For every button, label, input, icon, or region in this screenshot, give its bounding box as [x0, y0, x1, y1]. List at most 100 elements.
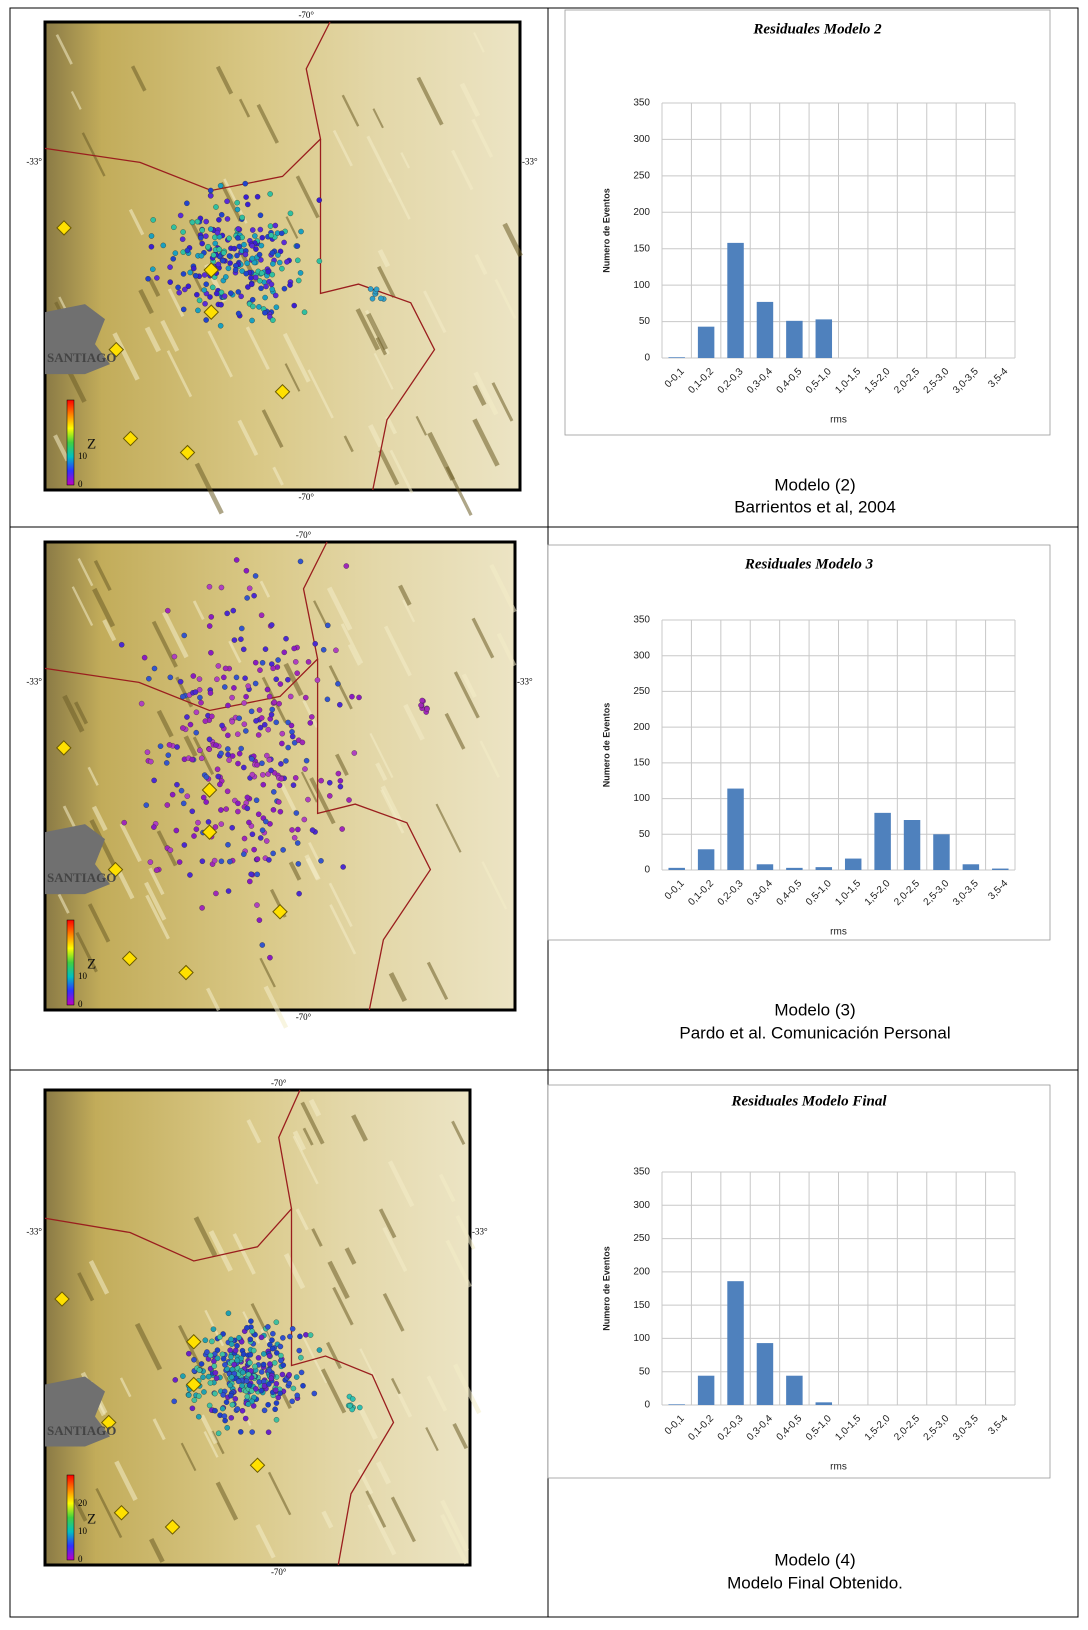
- event-dot: [219, 212, 224, 217]
- bar: [757, 864, 773, 870]
- event-dot: [267, 955, 272, 960]
- event-dot: [182, 287, 187, 292]
- bar: [904, 820, 920, 870]
- bar: [816, 319, 832, 358]
- event-dot: [190, 809, 195, 814]
- event-dot: [291, 1386, 296, 1391]
- event-dot: [225, 216, 230, 221]
- event-dot: [266, 857, 271, 862]
- event-dot: [232, 1362, 237, 1367]
- event-dot: [233, 1348, 238, 1353]
- event-dot: [224, 1400, 229, 1405]
- event-dot: [227, 253, 232, 258]
- event-dot: [195, 308, 200, 313]
- event-dot: [235, 732, 240, 737]
- event-dot: [193, 273, 198, 278]
- event-dot: [226, 1311, 231, 1316]
- event-dot: [208, 226, 213, 231]
- event-dot: [259, 613, 264, 618]
- event-dot: [245, 595, 250, 600]
- event-dot: [197, 676, 202, 681]
- event-dot: [253, 660, 258, 665]
- event-dot: [298, 270, 303, 275]
- event-dot: [209, 1339, 214, 1344]
- event-dot: [325, 623, 330, 628]
- event-dot: [238, 637, 243, 642]
- event-dot: [272, 1360, 277, 1365]
- event-dot: [191, 1357, 196, 1362]
- event-dot: [292, 303, 297, 308]
- event-dot: [249, 709, 254, 714]
- event-dot: [225, 611, 230, 616]
- event-dot: [356, 695, 361, 700]
- event-dot: [300, 740, 305, 745]
- event-dot: [148, 759, 153, 764]
- event-dot: [216, 1431, 221, 1436]
- caption: Modelo (3): [774, 1000, 855, 1019]
- event-dot: [278, 681, 283, 686]
- event-dot: [151, 217, 156, 222]
- scale-label: 10: [78, 451, 88, 461]
- event-dot: [145, 276, 150, 281]
- event-dot: [122, 820, 127, 825]
- event-dot: [262, 310, 267, 315]
- event-dot: [212, 235, 217, 240]
- event-dot: [250, 256, 255, 261]
- event-dot: [302, 817, 307, 822]
- event-dot: [247, 879, 252, 884]
- event-dot: [223, 1418, 228, 1423]
- event-dot: [259, 271, 264, 276]
- event-dot: [240, 1370, 245, 1375]
- colorbar: [67, 920, 74, 1005]
- event-dot: [192, 1398, 197, 1403]
- event-dot: [245, 202, 250, 207]
- event-dot: [294, 810, 299, 815]
- event-dot: [269, 282, 274, 287]
- bar: [727, 789, 743, 870]
- event-dot: [251, 1348, 256, 1353]
- city-label: SANTIAGO: [47, 1423, 116, 1438]
- event-dot: [282, 286, 287, 291]
- event-dot: [208, 650, 213, 655]
- event-dot: [281, 240, 286, 245]
- longitude-label: -70°: [296, 530, 312, 540]
- event-dot: [180, 1374, 185, 1379]
- event-dot: [178, 679, 183, 684]
- event-dot: [297, 1334, 302, 1339]
- chart: 0501001502002503003500-0,10,1-0,20,2-0,3…: [548, 545, 1050, 940]
- event-dot: [295, 840, 300, 845]
- chart-title: Residuales Modelo 2: [752, 21, 882, 37]
- event-dot: [260, 772, 265, 777]
- event-dot: [278, 1344, 283, 1349]
- event-dot: [313, 641, 318, 646]
- event-dot: [199, 1361, 204, 1366]
- event-dot: [225, 703, 230, 708]
- map: -70°-70°-33°-33°SANTIAGOZ010: [26, 10, 538, 515]
- event-dot: [213, 1370, 218, 1375]
- event-dot: [146, 676, 151, 681]
- event-dot: [218, 807, 223, 812]
- chart: 0501001502002503003500-0,10,1-0,20,2-0,3…: [548, 1085, 1050, 1478]
- event-dot: [284, 259, 289, 264]
- event-dot: [194, 710, 199, 715]
- event-dot: [212, 1391, 217, 1396]
- colorbar: [67, 400, 74, 485]
- bar: [992, 869, 1008, 870]
- event-dot: [172, 1399, 177, 1404]
- event-dot: [424, 706, 429, 711]
- event-dot: [241, 852, 246, 857]
- event-dot: [270, 287, 275, 292]
- bar: [698, 1376, 714, 1405]
- event-dot: [179, 788, 184, 793]
- event-dot: [253, 681, 258, 686]
- event-dot: [274, 1320, 279, 1325]
- event-dot: [225, 746, 230, 751]
- event-dot: [299, 1370, 304, 1375]
- event-dot: [242, 676, 247, 681]
- event-dot: [261, 1362, 266, 1367]
- event-dot: [239, 746, 244, 751]
- event-dot: [271, 666, 276, 671]
- y-tick-label: 350: [633, 1167, 650, 1178]
- event-dot: [228, 1383, 233, 1388]
- event-dot: [184, 201, 189, 206]
